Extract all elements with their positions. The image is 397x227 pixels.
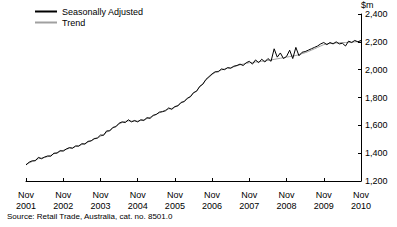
svg-text:2,400: 2,400 [365, 9, 388, 19]
svg-text:2001: 2001 [16, 201, 36, 211]
svg-text:Nov: Nov [316, 190, 333, 200]
svg-text:1,400: 1,400 [365, 148, 388, 158]
svg-text:1,200: 1,200 [365, 176, 388, 186]
svg-text:Nov: Nov [167, 190, 184, 200]
svg-text:Nov: Nov [241, 190, 258, 200]
svg-text:Source: Retail Trade, Australi: Source: Retail Trade, Australia, cat. no… [7, 212, 173, 221]
svg-text:Nov: Nov [55, 190, 72, 200]
svg-text:2009: 2009 [314, 201, 334, 211]
svg-text:1,600: 1,600 [365, 120, 388, 130]
svg-text:1,800: 1,800 [365, 93, 388, 103]
svg-text:Nov: Nov [279, 190, 296, 200]
svg-text:2005: 2005 [165, 201, 185, 211]
svg-text:Nov: Nov [204, 190, 221, 200]
svg-text:2,200: 2,200 [365, 37, 388, 47]
svg-text:Nov: Nov [130, 190, 147, 200]
svg-text:2010: 2010 [351, 201, 371, 211]
svg-text:2004: 2004 [128, 201, 148, 211]
svg-text:2002: 2002 [53, 201, 73, 211]
svg-text:Nov: Nov [92, 190, 109, 200]
svg-text:Nov: Nov [18, 190, 35, 200]
svg-text:Seasonally Adjusted: Seasonally Adjusted [62, 7, 143, 17]
svg-text:Nov: Nov [353, 190, 370, 200]
svg-text:2003: 2003 [90, 201, 110, 211]
svg-text:$m: $m [361, 0, 374, 11]
svg-text:2008: 2008 [277, 201, 297, 211]
svg-text:2006: 2006 [202, 201, 222, 211]
svg-text:Trend: Trend [62, 18, 85, 28]
svg-text:2007: 2007 [239, 201, 259, 211]
svg-text:2,000: 2,000 [365, 65, 388, 75]
